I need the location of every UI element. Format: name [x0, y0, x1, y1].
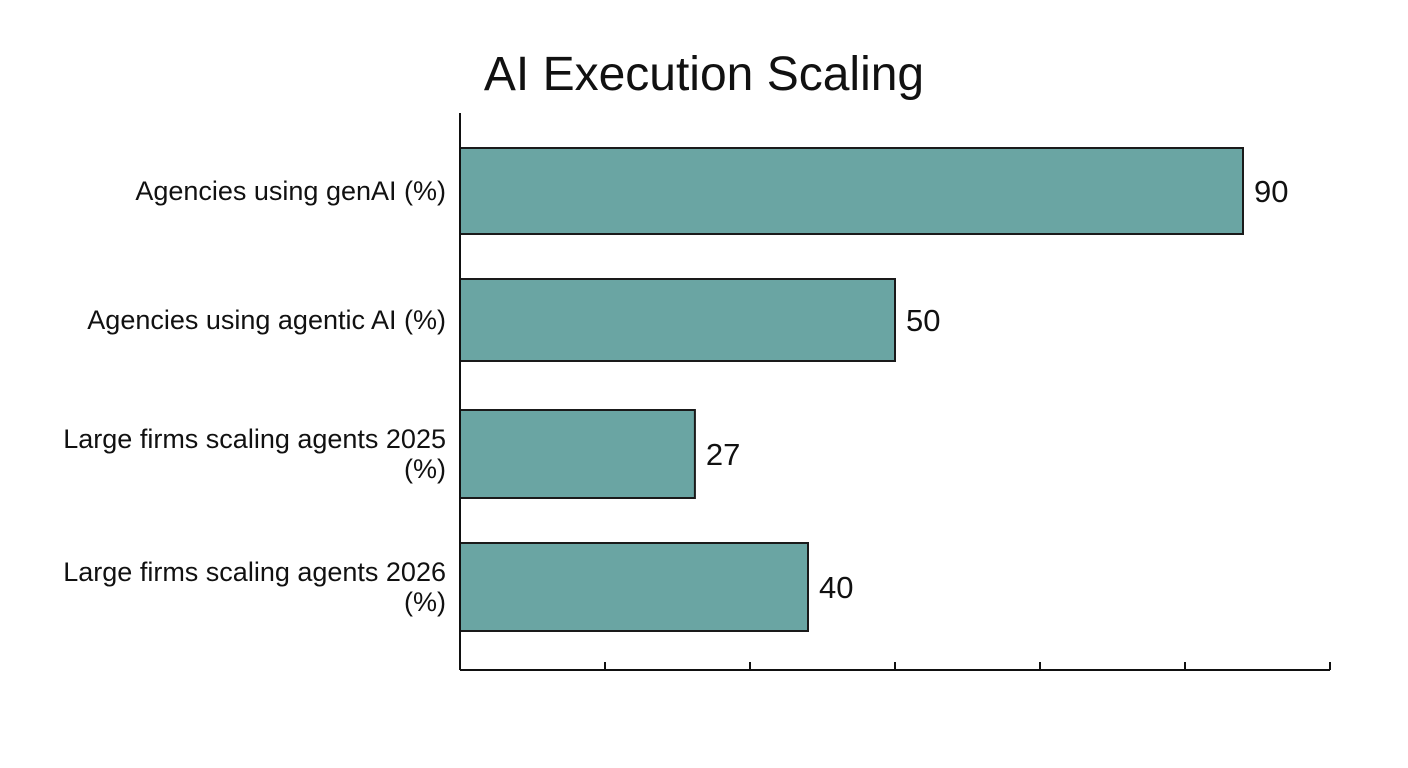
- bar-0: [459, 147, 1244, 235]
- value-label-2: 27: [706, 437, 740, 472]
- bar-2: [459, 409, 696, 499]
- category-label-0: Agencies using genAI (%): [135, 176, 446, 206]
- chart-title: AI Execution Scaling: [484, 48, 924, 101]
- labels-layer: 90 Agencies using genAI (%) 50 Agencies usi…: [63, 174, 1288, 617]
- bar-3: [459, 542, 809, 632]
- bars-layer: [459, 147, 1244, 632]
- axes-layer: [459, 113, 1331, 671]
- value-label-1: 50: [906, 303, 940, 338]
- category-label-1: Agencies using agentic AI (%): [87, 305, 446, 335]
- value-label-0: 90: [1254, 174, 1288, 209]
- bar-1: [459, 278, 896, 362]
- category-label-2: Large firms scaling agents 2025 (%): [63, 424, 446, 484]
- value-label-3: 40: [819, 570, 853, 605]
- category-label-3: Large firms scaling agents 2026 (%): [63, 557, 446, 617]
